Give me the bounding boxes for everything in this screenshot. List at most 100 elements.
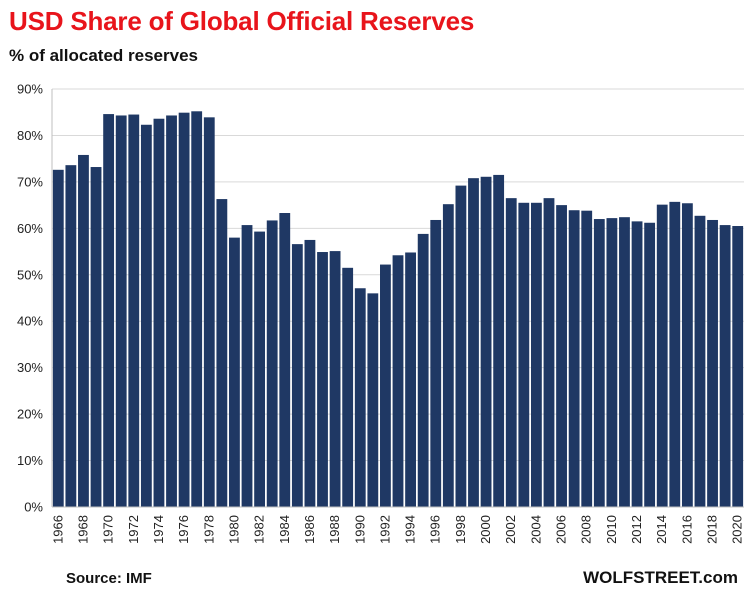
x-tick-label: 1986 [302, 515, 317, 544]
y-tick-label: 60% [17, 221, 43, 236]
x-tick-label: 2000 [478, 515, 493, 544]
x-tick-label: 1978 [201, 515, 216, 544]
bar-2017 [694, 215, 706, 507]
source-note: Source: IMF [66, 570, 152, 587]
x-tick-label: 2006 [554, 515, 569, 544]
chart-subtitle: % of allocated reserves [9, 46, 198, 65]
x-tick-label: 1966 [50, 515, 65, 544]
bar-1975 [166, 115, 177, 508]
bar-1978 [203, 117, 215, 507]
bar-1996 [430, 219, 442, 507]
bar-1980 [229, 237, 240, 507]
bar-1991 [367, 293, 379, 507]
bar-1981 [241, 225, 253, 508]
x-tick-label: 1974 [151, 515, 166, 544]
bar-1966 [52, 169, 64, 507]
y-tick-label: 50% [17, 267, 43, 282]
y-tick-label: 30% [17, 360, 43, 375]
y-tick-label: 40% [17, 314, 43, 329]
bar-1976 [178, 112, 190, 507]
bar-2002 [505, 198, 517, 507]
x-tick-label: 2008 [579, 515, 594, 544]
bar-1990 [354, 288, 366, 507]
x-tick-label: 1976 [176, 515, 191, 544]
bar-1979 [216, 199, 228, 507]
bar-2008 [581, 210, 593, 507]
x-tick-label: 2004 [528, 515, 543, 544]
x-tick-label: 1972 [126, 515, 141, 544]
bar-2013 [644, 222, 656, 507]
bar-1986 [304, 239, 316, 507]
x-tick-label: 1992 [377, 515, 392, 544]
y-tick-label: 80% [17, 128, 43, 143]
x-tick-label: 1988 [327, 515, 342, 544]
y-tick-label: 90% [17, 82, 43, 97]
bar-2015 [669, 201, 681, 508]
x-tick-label: 2016 [679, 515, 694, 544]
bar-1998 [455, 185, 467, 508]
y-tick-labels: 0% 10% 20% 30% 40% 50% 60% 70% 80% 90% [17, 82, 43, 515]
x-tick-label: 1994 [403, 515, 418, 544]
bar-1989 [342, 267, 354, 507]
x-tick-label: 2010 [604, 515, 619, 544]
brand-logo-text: WOLFSTREET.com [583, 568, 738, 587]
x-tick-label: 1980 [226, 515, 241, 544]
x-tick-label: 2002 [503, 515, 518, 544]
bars [52, 111, 744, 508]
bar-1973 [140, 124, 152, 508]
x-tick-label: 1968 [75, 515, 90, 544]
bar-2004 [530, 202, 542, 508]
bar-1999 [468, 178, 479, 507]
axes [51, 89, 744, 508]
bar-2010 [606, 218, 618, 508]
bar-2007 [568, 210, 580, 507]
bar-2003 [518, 202, 530, 508]
x-tick-label: 1970 [101, 515, 116, 544]
y-tick-label: 0% [24, 500, 43, 515]
x-tick-label: 2014 [654, 515, 669, 544]
bar-1987 [317, 252, 328, 507]
x-tick-label: 1990 [352, 515, 367, 544]
bar-1983 [266, 220, 278, 507]
y-tick-label: 10% [17, 453, 43, 468]
bar-2020 [732, 226, 744, 507]
bar-2001 [493, 174, 505, 507]
bar-1997 [442, 204, 454, 507]
x-tick-label: 1984 [277, 515, 292, 544]
bar-2009 [593, 219, 605, 508]
y-tick-label: 20% [17, 407, 43, 422]
bar-1972 [128, 114, 140, 508]
bar-1970 [103, 114, 115, 507]
bar-1985 [291, 244, 303, 507]
bar-1971 [115, 115, 127, 508]
bar-1968 [78, 154, 89, 507]
bar-2000 [480, 176, 492, 507]
x-tick-label: 2018 [705, 515, 720, 544]
y-tick-label: 70% [17, 174, 43, 189]
x-tick-label: 2012 [629, 515, 644, 544]
bar-1988 [329, 251, 341, 507]
bar-1969 [90, 167, 102, 507]
x-tick-label: 1996 [428, 515, 443, 544]
bar-2006 [556, 205, 567, 507]
bar-1967 [65, 165, 77, 507]
bar-1993 [392, 255, 404, 507]
bar-2014 [656, 204, 668, 507]
bar-1992 [380, 264, 391, 507]
bar-2018 [707, 219, 718, 507]
x-tick-label: 1982 [252, 515, 267, 544]
bar-1994 [405, 252, 416, 507]
x-tick-labels: 1966 1968 1970 1972 1974 1976 1978 1980 1982 1984… [50, 515, 744, 544]
x-tick-label: 1998 [453, 515, 468, 544]
bar-1995 [417, 233, 429, 507]
bar-2005 [543, 198, 555, 507]
bar-2011 [619, 217, 630, 508]
bar-2012 [631, 221, 643, 507]
bar-1982 [254, 231, 266, 507]
chart-title: USD Share of Global Official Reserves [9, 6, 475, 36]
bar-2016 [681, 203, 693, 507]
bar-1977 [191, 111, 203, 507]
bar-2019 [719, 225, 731, 508]
bar-1984 [279, 213, 291, 508]
